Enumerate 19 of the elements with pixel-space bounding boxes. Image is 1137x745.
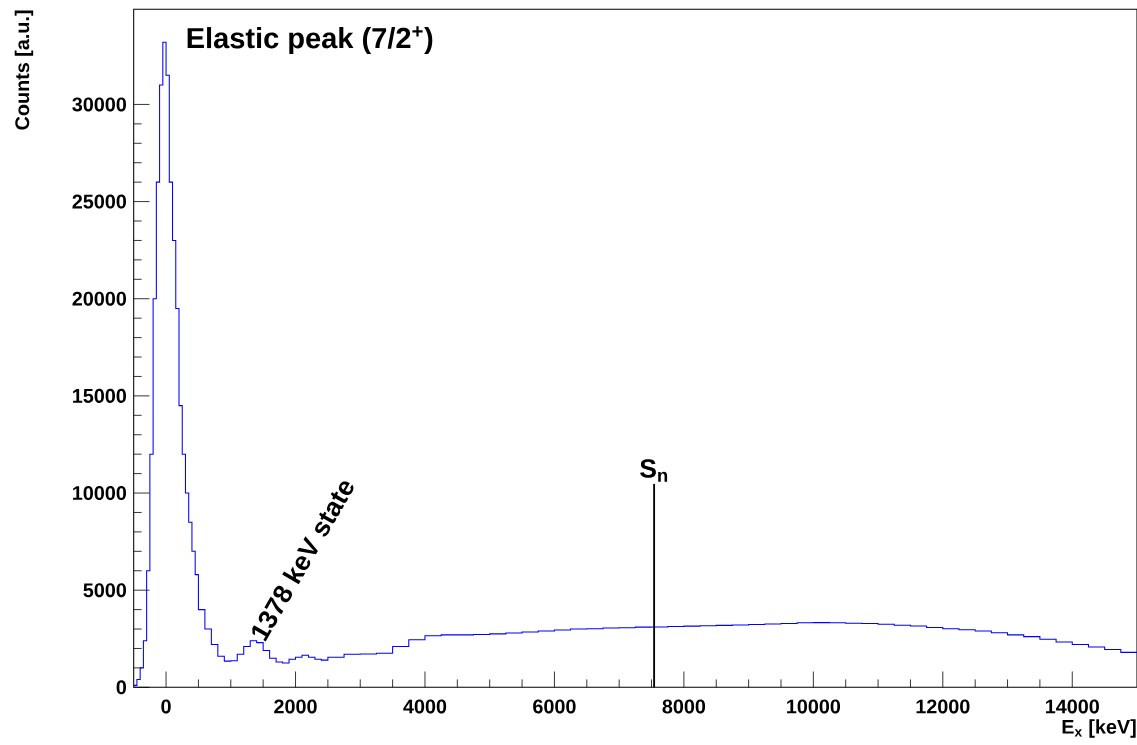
y-tick-label: 5000 (83, 583, 126, 598)
x-tick-label: 14000 (1045, 699, 1099, 714)
y-tick-label: 0 (116, 680, 127, 695)
ref-line-label: S$_{n}$ (640, 459, 668, 482)
y-tick-label: 15000 (73, 389, 126, 404)
x-axis-title: E$_{x}$ [keV] (1062, 719, 1136, 738)
y-axis-title: Counts [a.u.] (14, 10, 34, 130)
x-tick-label: 2000 (274, 699, 317, 714)
x-tick-label: 10000 (787, 699, 841, 714)
x-tick-label: 8000 (662, 699, 706, 714)
y-tick-label: 30000 (72, 97, 126, 112)
x-tick-label: 4000 (403, 699, 447, 714)
x-tick-label: 0 (161, 699, 171, 714)
y-tick-label: 20000 (72, 291, 126, 306)
y-tick-label: 10000 (73, 486, 126, 501)
x-tick-label: 6000 (533, 699, 576, 714)
annotation: Elastic peak (7/2$^{+}$) (187, 26, 433, 55)
x-tick-label: 12000 (916, 699, 970, 714)
y-tick-label: 25000 (72, 194, 126, 209)
